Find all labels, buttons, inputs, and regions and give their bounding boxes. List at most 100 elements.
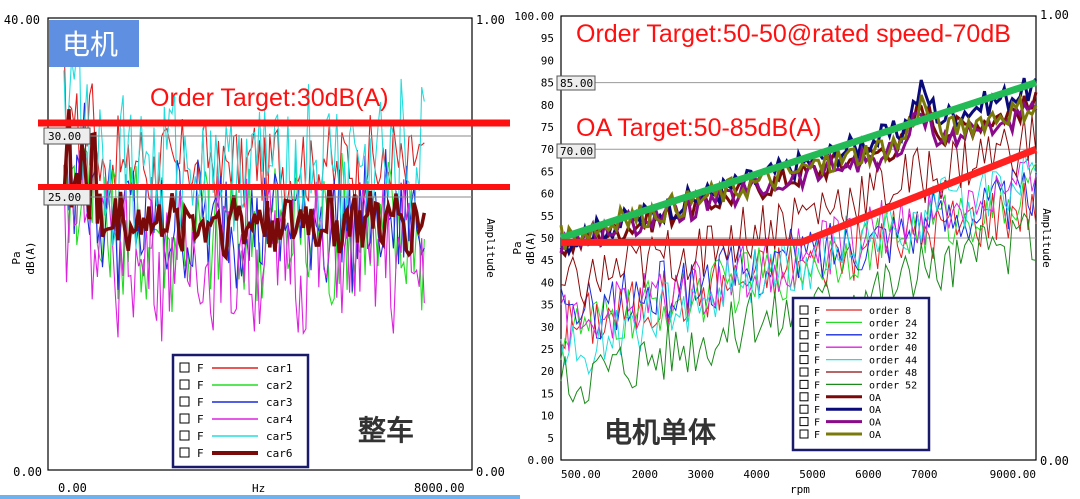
right-legend-label: OA (869, 430, 881, 441)
left-legend-checkbox[interactable] (179, 396, 190, 407)
right-legend-flag: F (814, 331, 820, 342)
right-legend-checkbox[interactable] (799, 317, 809, 327)
left-series-car6 (62, 109, 427, 262)
right-x-ticks: 500.00 2000 3000 4000 5000 6000 7000 9000.00 (561, 468, 1036, 481)
right-chart: 100.009590858075706560555045403530252015… (511, 8, 1069, 496)
left-legend-label: car2 (266, 379, 293, 392)
right-ytick: 5 (547, 432, 554, 445)
left-series-car4 (63, 148, 425, 342)
right-ytick: 65 (541, 165, 554, 178)
right-legend-label: OA (869, 405, 881, 416)
left-order-target-label: Order Target:30dB(A) (150, 84, 389, 112)
right-legend-flag: F (814, 430, 820, 441)
vehicle-watermark: 整车 (358, 414, 414, 447)
right-legend-flag: F (814, 368, 820, 379)
right-legend-checkbox[interactable] (799, 367, 809, 377)
right-level-box-70 (556, 143, 596, 159)
left-series-car2 (63, 134, 425, 313)
left-legend-checkbox[interactable] (179, 447, 190, 458)
left-legend-checkbox[interactable] (179, 430, 190, 441)
right-series-group (559, 77, 1038, 405)
right-xtick: 3000 (687, 468, 714, 481)
motor-badge (49, 20, 139, 67)
right-xtick: 2000 (632, 468, 659, 481)
right-legend-flag: F (814, 306, 820, 317)
right-series-order-40 (560, 157, 1037, 352)
right-ytick: 80 (541, 99, 554, 112)
right-legend-checkbox[interactable] (799, 404, 809, 414)
right-ytick: 0.00 (528, 454, 555, 467)
right-ytick: 40 (541, 276, 554, 289)
right-series-OA (559, 93, 1038, 251)
left-y2tick-top: 1.00 (476, 13, 505, 27)
right-series-order-32 (560, 167, 1037, 340)
left-ytick-bottom: 0.00 (13, 465, 42, 479)
left-y2tick-bottom: 0.00 (476, 465, 505, 479)
bottom-strip (0, 495, 520, 499)
right-legend-checkbox[interactable] (799, 417, 809, 427)
right-legend-flag: F (814, 418, 820, 429)
right-legend-label: order 48 (869, 368, 917, 379)
right-ytick: 45 (541, 254, 554, 267)
right-legend-label: order 52 (869, 380, 917, 391)
right-series-OA (559, 77, 1038, 257)
right-legend-flag: F (814, 380, 820, 391)
right-legend-label: OA (869, 418, 881, 429)
right-series-order-44 (560, 149, 1037, 376)
right-legend-checkbox[interactable] (799, 379, 809, 389)
right-ytick: 15 (541, 387, 554, 400)
right-xtick: 4000 (743, 468, 770, 481)
motor-badge-text: 电机 (62, 28, 118, 61)
right-legend-checkbox[interactable] (799, 429, 809, 439)
left-x-label: Hz (252, 482, 265, 495)
right-legend-label: order 40 (869, 343, 917, 354)
right-legend-checkbox[interactable] (799, 342, 809, 352)
left-legend-flag: F (197, 379, 204, 392)
right-legend-flag: F (814, 393, 820, 404)
left-legend-flag: F (197, 413, 204, 426)
right-xtick: 9000.00 (990, 468, 1036, 481)
left-chart: 40.00 0.00 1.00 0.00 0.00 8000.00 Hz Pa … (4, 13, 510, 495)
left-legend-label: car1 (266, 362, 293, 375)
left-legend-checkbox[interactable] (179, 379, 190, 390)
left-legend-box (171, 353, 310, 469)
left-legend-flag: F (197, 447, 204, 460)
right-ytick: 100.00 (514, 10, 554, 23)
motor-unit-watermark: 电机单体 (604, 416, 717, 449)
left-legend-label: car4 (266, 413, 293, 426)
right-ytick: 85 (541, 77, 554, 90)
right-y-label-pa: Pa (511, 241, 524, 254)
right-ytick: 20 (541, 365, 554, 378)
left-legend-label: car5 (266, 430, 293, 443)
left-legend-flag: F (197, 362, 204, 375)
right-ytick: 60 (541, 188, 554, 201)
right-ytick: 90 (541, 54, 554, 67)
right-legend-label: order 44 (869, 356, 917, 367)
right-target-lines (559, 79, 1038, 246)
right-ytick: 70 (541, 143, 554, 156)
left-level-label-25: 25.00 (48, 191, 81, 204)
right-xtick: 6000 (855, 468, 882, 481)
right-legend-flag: F (814, 405, 820, 416)
right-y-ticks: 100.009590858075706560555045403530252015… (514, 10, 554, 467)
left-legend-checkbox[interactable] (179, 413, 190, 424)
right-xtick: 7000 (911, 468, 938, 481)
oa-target-line (559, 79, 1038, 242)
left-legend-checkbox[interactable] (179, 362, 190, 373)
right-oa-target-label: OA Target:50-85dB(A) (576, 114, 822, 142)
right-ytick: 95 (541, 32, 554, 45)
right-legend-checkbox[interactable] (799, 392, 809, 402)
right-y2tick-top: 1.00 (1040, 8, 1069, 22)
right-ytick: 35 (541, 299, 554, 312)
right-ytick: 30 (541, 321, 554, 334)
left-y-label-dba: dB(A) (24, 241, 37, 274)
right-legend-box (791, 296, 931, 452)
order-target-line (561, 145, 1038, 246)
right-ytick: 25 (541, 343, 554, 356)
right-legend-checkbox[interactable] (799, 330, 809, 340)
right-x-label: rpm (790, 483, 810, 496)
right-legend-checkbox[interactable] (799, 305, 809, 315)
right-level-box-85 (556, 75, 596, 91)
right-legend-checkbox[interactable] (799, 355, 809, 365)
